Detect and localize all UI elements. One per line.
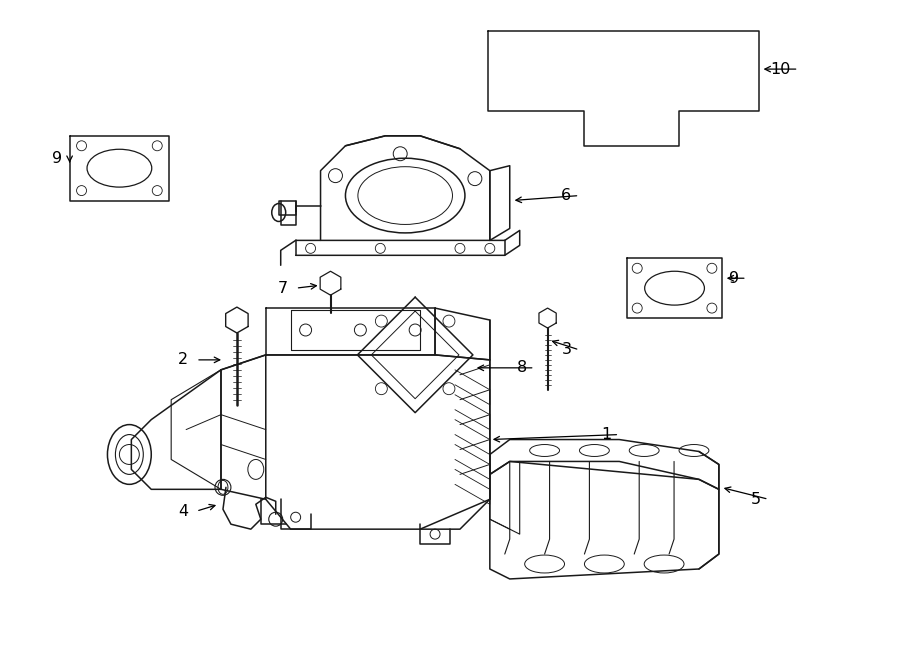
Text: 2: 2 bbox=[178, 352, 188, 368]
Text: 8: 8 bbox=[517, 360, 526, 375]
Text: 7: 7 bbox=[277, 281, 288, 295]
Text: 1: 1 bbox=[601, 427, 611, 442]
Text: 3: 3 bbox=[562, 342, 572, 358]
Text: 6: 6 bbox=[562, 188, 572, 203]
Text: 9: 9 bbox=[51, 151, 61, 166]
Text: 4: 4 bbox=[178, 504, 188, 519]
Text: 10: 10 bbox=[770, 61, 790, 77]
Text: 5: 5 bbox=[751, 492, 760, 507]
Text: 9: 9 bbox=[729, 271, 739, 286]
